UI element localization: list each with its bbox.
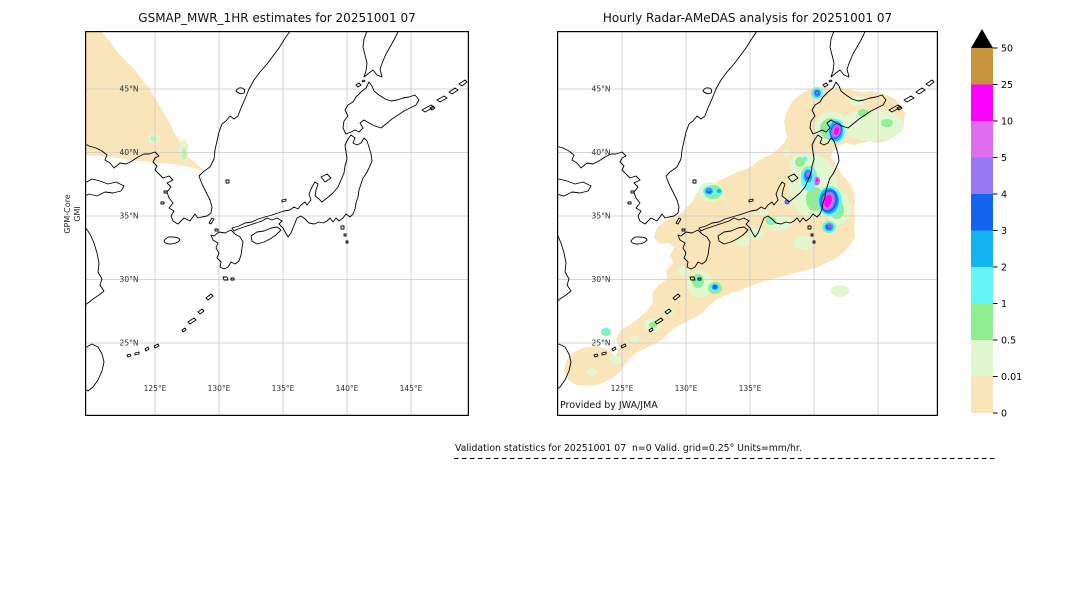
colorbar-tick-2: 2 (1001, 263, 1007, 274)
colorbar-tick-5: 5 (1001, 153, 1007, 164)
lat-label-35n: 35°N (120, 212, 139, 221)
colorbar-segment (971, 194, 993, 231)
geo-tick-labels: 45°N 40°N 35°N 30°N 25°N 125°E 130°E 135… (592, 85, 762, 394)
colorbar-segment (971, 84, 993, 121)
colorbar: 50 25 10 5 4 3 2 1 0.5 0.01 0 (971, 29, 1022, 420)
colorbar-tick-001: 0.01 (1001, 372, 1022, 383)
lon-label-135e: 135°E (272, 384, 295, 393)
panel-border (557, 31, 938, 416)
graticule-gridlines (85, 31, 469, 416)
colorbar-tick-05: 0.5 (1001, 336, 1016, 347)
lat-label-40n: 40°N (592, 148, 611, 157)
gsmap-swath-region (85, 31, 205, 171)
caption-underline (454, 458, 997, 460)
radar-map-panel: 45°N 40°N 35°N 30°N 25°N 125°E 130°E 135… (557, 31, 938, 416)
colorbar-segments (971, 48, 993, 413)
ylabel-line2: GMI (73, 206, 82, 222)
lon-label-140e: 140°E (336, 384, 359, 393)
lat-label-45n: 45°N (592, 85, 611, 94)
data-provider-credit: Provided by JWA/JMA (560, 400, 658, 411)
lat-label-30n: 30°N (120, 275, 139, 284)
colorbar-tick-0: 0 (1001, 409, 1007, 420)
colorbar-tick-4: 4 (1001, 190, 1007, 201)
colorbar-segment (971, 121, 993, 158)
colorbar-segment (971, 340, 993, 377)
panel-border (85, 31, 469, 416)
gsmap-rain-trace-area (148, 133, 189, 163)
colorbar-tick-50: 50 (1001, 44, 1013, 55)
lon-label-130e: 130°E (675, 384, 698, 393)
lat-label-40n: 40°N (120, 148, 139, 157)
lat-label-25n: 25°N (592, 339, 611, 348)
lat-label-35n: 35°N (592, 212, 611, 221)
colorbar-tick-10: 10 (1001, 117, 1013, 128)
lat-label-25n: 25°N (120, 339, 139, 348)
rain-area-10mm (815, 126, 840, 228)
gsmap-map-panel: 45°N 40°N 35°N 30°N 25°N 125°E 130°E 135… (85, 31, 469, 416)
validation-caption: Validation statistics for 20251001 07 n=… (455, 443, 802, 454)
colorbar-segment (971, 267, 993, 304)
lon-label-145e: 145°E (400, 384, 423, 393)
lon-label-125e: 125°E (611, 384, 634, 393)
colorbar-tick-25: 25 (1001, 80, 1013, 91)
lon-label-125e: 125°E (144, 384, 167, 393)
colorbar-segment (971, 376, 993, 413)
lon-label-130e: 130°E (208, 384, 231, 393)
geo-tick-labels: 45°N 40°N 35°N 30°N 25°N 125°E 130°E 135… (120, 85, 423, 394)
ylabel-line1: GPM-Core (63, 194, 72, 234)
colorbar-segment (971, 230, 993, 267)
colorbar-tick-3: 3 (1001, 226, 1007, 237)
left-panel-ylabel: GPM-Core GMI (63, 194, 83, 233)
right-panel-title: Hourly Radar-AMeDAS analysis for 2025100… (602, 11, 893, 25)
colorbar-segment (971, 157, 993, 194)
lat-label-30n: 30°N (592, 275, 611, 284)
colorbar-overflow-arrow (971, 29, 993, 48)
colorbar-tick-marks (993, 47, 998, 414)
colorbar-tick-labels: 50 25 10 5 4 3 2 1 0.5 0.01 0 (1001, 44, 1022, 420)
colorbar-segment (971, 48, 993, 85)
lon-label-135e: 135°E (739, 384, 762, 393)
colorbar-tick-1: 1 (1001, 299, 1007, 310)
colorbar-segment (971, 303, 993, 340)
lat-label-45n: 45°N (120, 85, 139, 94)
left-panel-title: GSMAP_MWR_1HR estimates for 20251001 07 (138, 11, 416, 25)
